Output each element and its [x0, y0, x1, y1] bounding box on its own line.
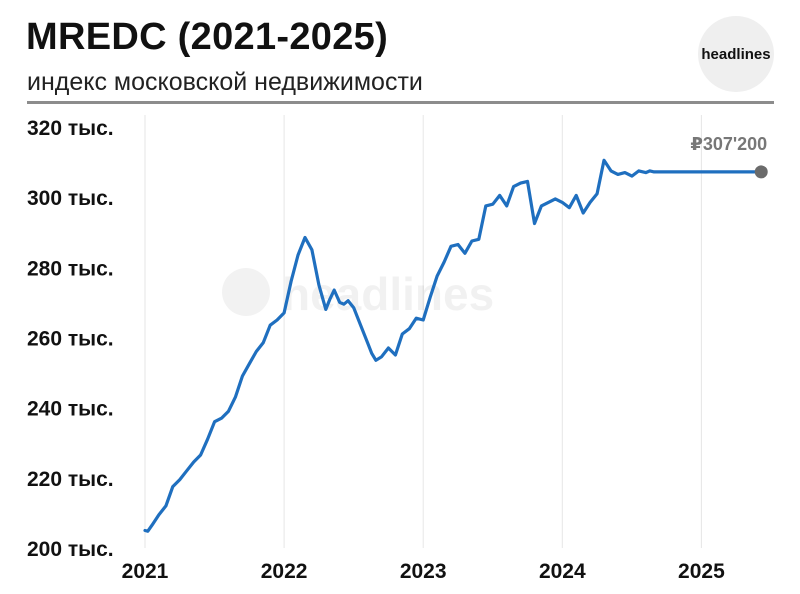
y-tick-label: 240 тыс.: [27, 398, 114, 421]
last-value-label: ₽307'200: [690, 134, 767, 154]
y-tick-label: 260 тыс.: [27, 328, 114, 351]
y-axis: 200 тыс. 220 тыс. 240 тыс. 260 тыс. 280 тыс.…: [27, 117, 114, 561]
header-divider: [27, 101, 774, 104]
x-tick-label: 2021: [122, 560, 169, 583]
headlines-logo: headlines: [698, 16, 774, 92]
x-tick-label: 2023: [400, 560, 447, 583]
series-line: [143, 158, 763, 533]
chart-grid: [144, 115, 702, 548]
y-tick-label: 220 тыс.: [27, 468, 114, 491]
chart-subtitle: индекс московской недвижимости: [27, 68, 423, 96]
x-tick-label: 2022: [261, 560, 308, 583]
x-axis: 2021 2022 2023 2024 2025: [122, 560, 725, 583]
end-point-marker: [754, 165, 768, 179]
x-tick-label: 2024: [539, 560, 586, 583]
y-tick-label: 320 тыс.: [27, 117, 114, 140]
watermark: headlines: [222, 268, 494, 320]
y-tick-label: 200 тыс.: [27, 538, 114, 561]
logo-text: headlines: [701, 45, 771, 63]
x-tick-label: 2025: [678, 560, 725, 583]
y-tick-label: 300 тыс.: [27, 187, 114, 210]
y-tick-label: 280 тыс.: [27, 257, 114, 280]
chart-title: MREDC (2021-2025): [26, 16, 389, 58]
watermark-icon: [222, 268, 270, 316]
watermark-text: headlines: [282, 268, 494, 320]
